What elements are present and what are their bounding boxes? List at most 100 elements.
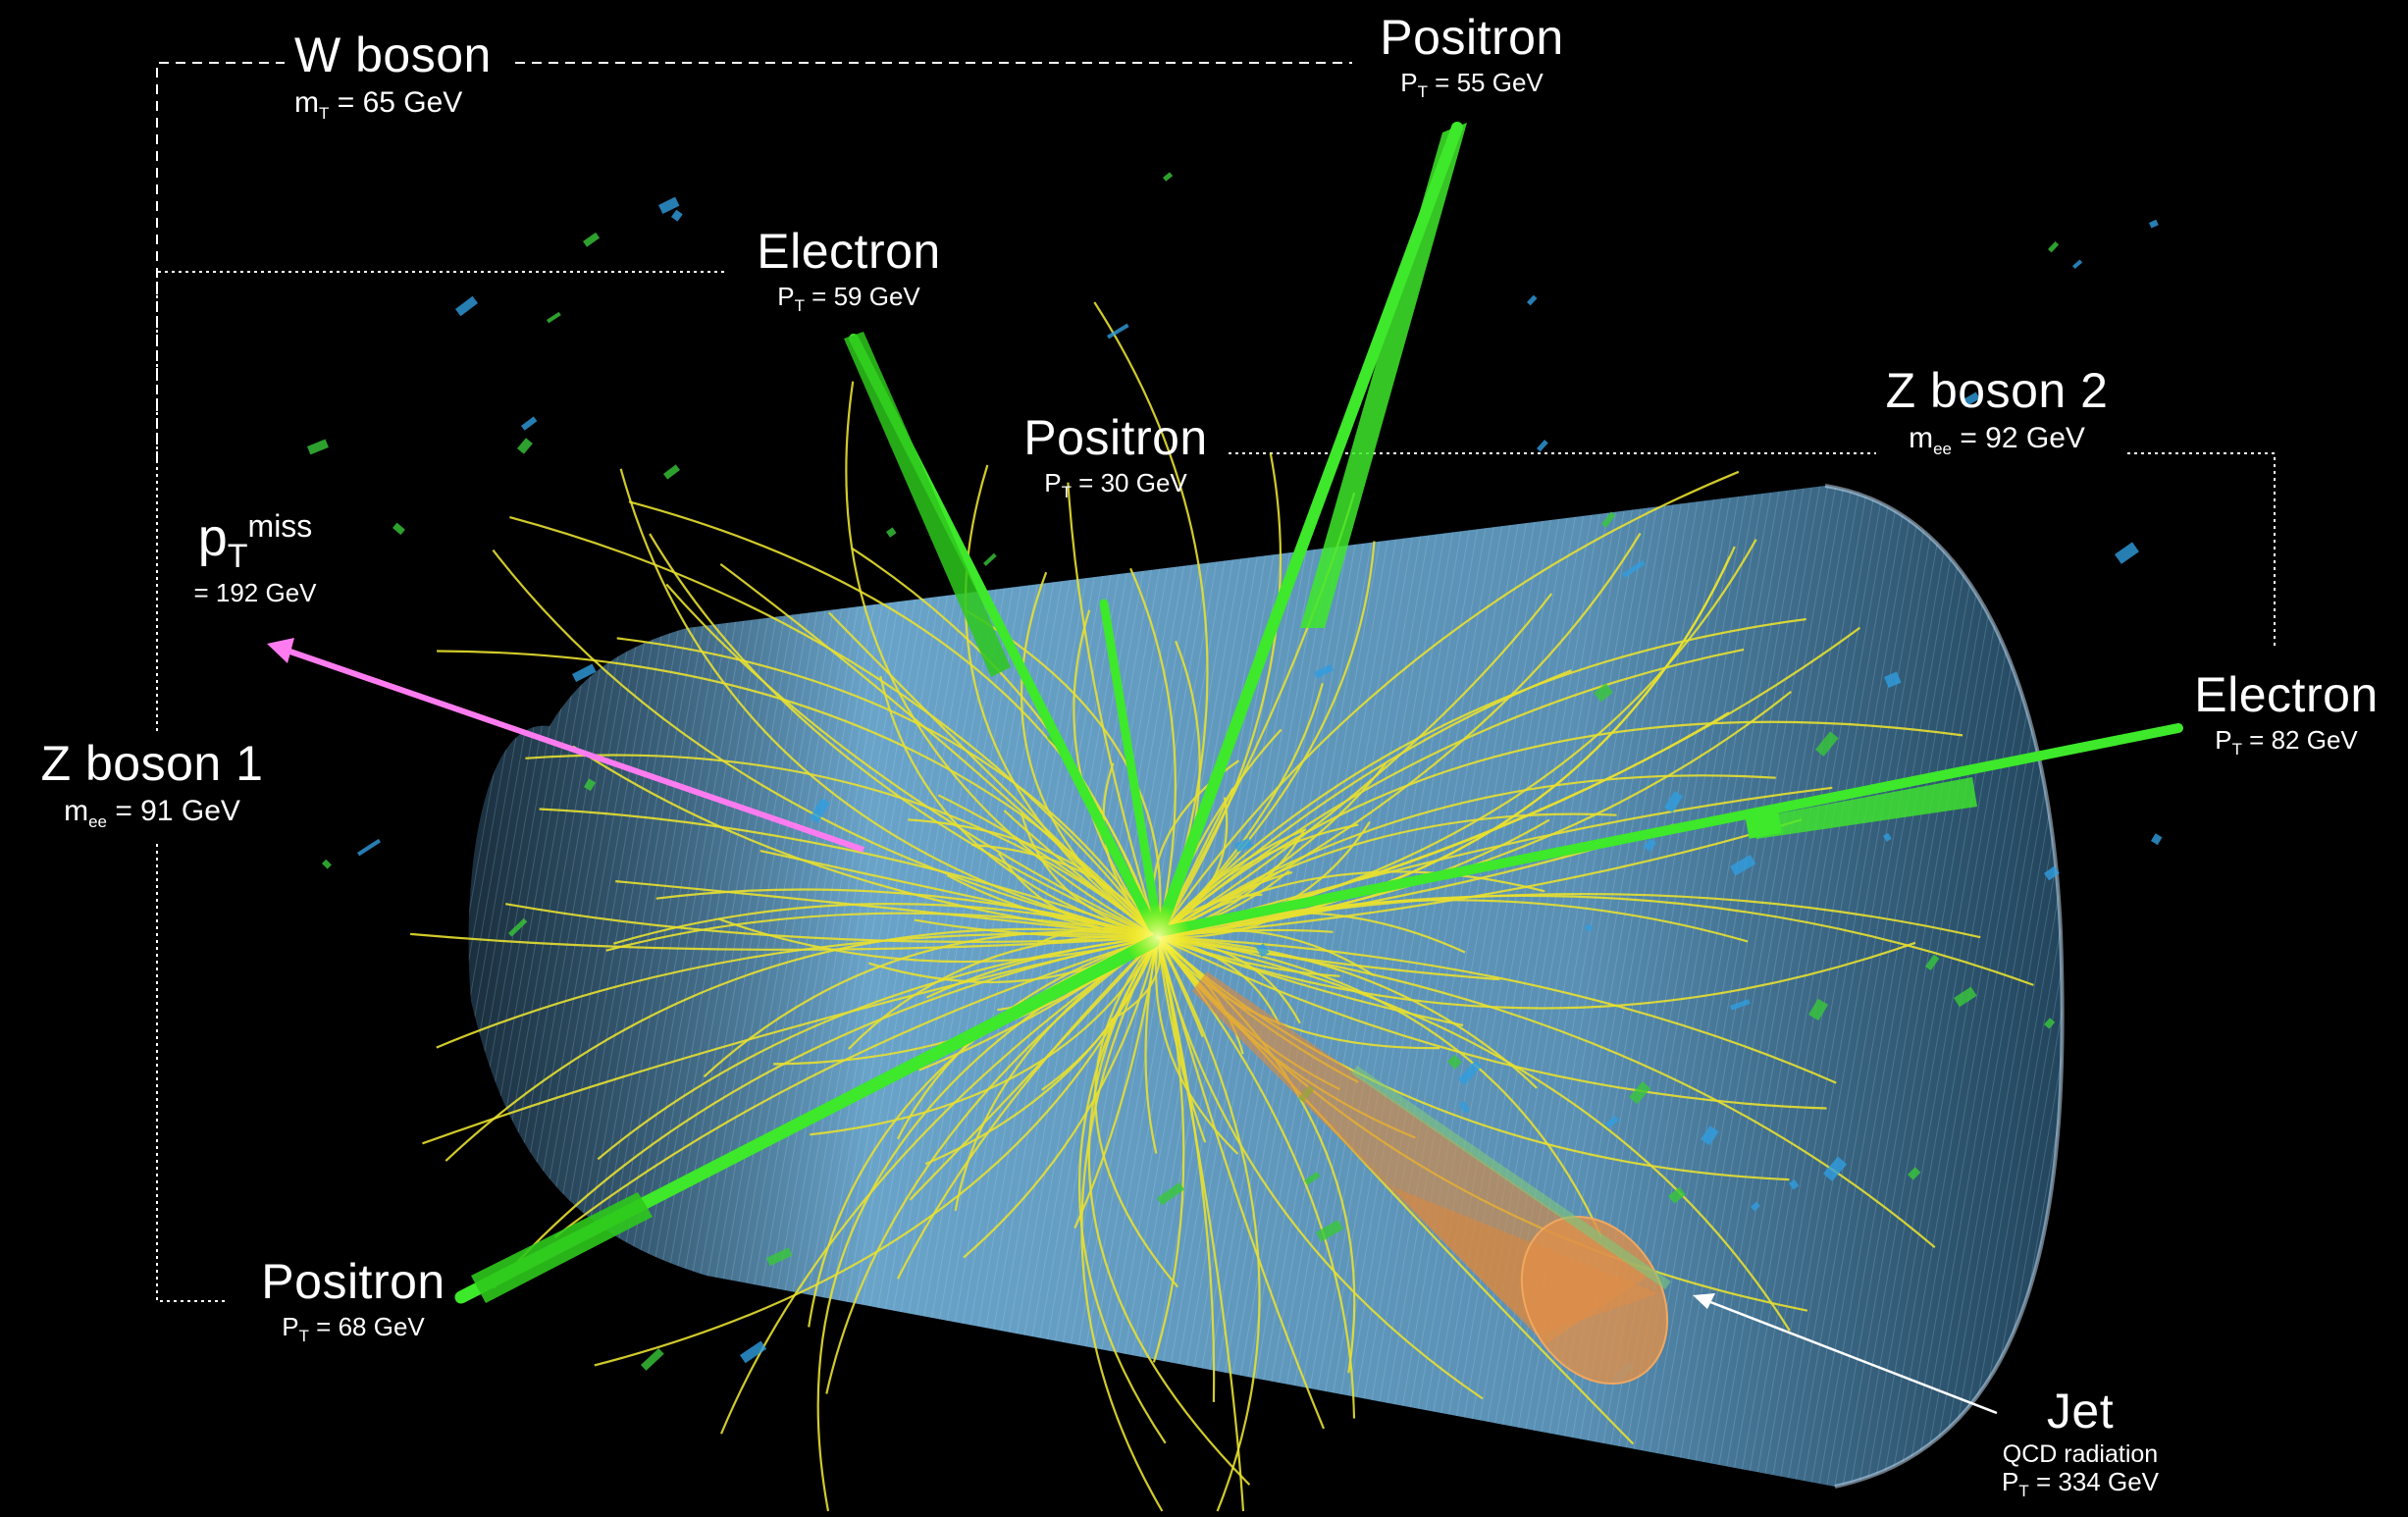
charged-track — [619, 468, 1159, 939]
charged-track — [1129, 567, 1177, 938]
charged-track — [879, 675, 1159, 939]
positron-top-tower — [1300, 123, 1467, 628]
calorimeter-hit — [983, 552, 997, 566]
calorimeter-hit — [1163, 172, 1174, 182]
charged-track — [1157, 935, 1603, 1238]
calorimeter-hit — [2044, 1018, 2056, 1029]
calorimeter-hit — [1458, 1060, 1483, 1086]
calorimeter-hit — [1107, 323, 1129, 340]
pt-miss-label: pTmiss = 192 GeV — [167, 508, 343, 607]
electron-right-tower — [1747, 777, 1977, 839]
electron-right-pt: PT = 82 GeV — [2215, 724, 2358, 758]
positron-mid-track — [1099, 599, 1163, 932]
charged-track — [616, 637, 1159, 938]
calorimeter-hit — [671, 209, 683, 222]
charged-track — [615, 880, 1159, 939]
z-boson-1-title: Z boson 1 — [40, 736, 264, 791]
calorimeter-hit — [1962, 392, 1980, 407]
calorimeter-hit — [1622, 560, 1646, 579]
calorimeter-hit — [517, 438, 533, 454]
charged-track — [1157, 894, 2034, 986]
electron-right-title: Electron — [2194, 667, 2379, 722]
positron-top-label: Positron PT = 55 GeV — [1374, 12, 1570, 101]
calorimeter-hit — [1600, 511, 1616, 528]
charged-track — [1157, 593, 1553, 938]
charged-track — [896, 936, 1159, 1280]
calorimeter-hit — [1730, 999, 1751, 1011]
calorimeter-hit — [1668, 1186, 1686, 1204]
pt-miss-symbol: pTmiss — [197, 508, 313, 575]
calorimeter-hit — [1664, 791, 1684, 813]
electron-right-label: Electron PT = 82 GeV — [2183, 669, 2389, 758]
calorimeter-hit — [521, 416, 538, 431]
calorimeter-hit — [2115, 542, 2139, 564]
charged-track — [553, 935, 1159, 1238]
electron-top-tower — [844, 332, 1011, 677]
jet-label: Jet QCD radiation PT = 334 GeV — [1982, 1386, 2178, 1500]
lepton-tracks — [454, 122, 2183, 1304]
electron-top-pt: PT = 59 GeV — [777, 281, 920, 315]
charged-track — [1157, 935, 1538, 1089]
calorimeter-hit — [810, 798, 830, 823]
z-boson-2-mass: mee = 92 GeV — [1909, 421, 2085, 458]
calorimeter-hit — [508, 917, 528, 937]
positron-mid-pt: PT = 30 GeV — [1044, 467, 1187, 501]
charged-track — [845, 381, 1159, 938]
z-boson-2-connector — [1229, 452, 2276, 648]
calorimeter-hit — [321, 859, 332, 869]
calorimeter-hit — [1953, 986, 1977, 1008]
calorimeter-hit — [765, 1247, 793, 1267]
charged-track — [1157, 774, 1776, 938]
calorimeter-hit — [1907, 1167, 1921, 1180]
calorimeter-hit — [583, 232, 601, 247]
positron-bottom-label: Positron PT = 68 GeV — [250, 1256, 456, 1345]
calorimeter-hit — [1815, 731, 1839, 757]
charged-track — [963, 936, 1160, 1259]
charged-track — [1157, 555, 1731, 939]
charged-track — [1156, 936, 1216, 1402]
electron-right-track — [1153, 723, 2183, 937]
calorimeter-hit — [641, 1347, 664, 1371]
charged-track — [810, 936, 1159, 1136]
charged-track — [492, 549, 1159, 939]
calorimeter-hit — [1314, 663, 1335, 679]
charged-track — [1156, 936, 1245, 1512]
calorimeter-hit — [2151, 833, 2163, 846]
electron-top-label: Electron PT = 59 GeV — [751, 226, 947, 315]
calorimeter-hit — [572, 663, 597, 683]
calorimeter-hit — [1925, 954, 1940, 971]
charged-track — [937, 794, 1159, 938]
charged-track — [719, 936, 1159, 1435]
jet-desc: QCD radiation — [2002, 1439, 2159, 1468]
charged-track — [825, 936, 1159, 1394]
charged-track — [1157, 935, 1837, 1084]
positron-top-pt: PT = 55 GeV — [1400, 67, 1544, 101]
charged-track — [1157, 470, 1740, 938]
calorimeter-hit — [1823, 1156, 1848, 1181]
jet-title: Jet — [2046, 1384, 2115, 1439]
calorimeter-hit — [1628, 1081, 1651, 1105]
charged-track — [964, 464, 1159, 938]
calorimeter-hit — [1157, 1181, 1185, 1206]
calorimeter-hit — [2149, 219, 2159, 229]
positron-bottom-tower — [471, 1192, 653, 1303]
charged-track — [525, 754, 1159, 938]
charged-track — [703, 930, 1159, 1078]
calorimeter-hit — [2048, 240, 2060, 253]
jet-pointer-arrow — [1693, 1293, 1998, 1415]
calorimeter-hit — [583, 778, 597, 792]
w-boson-mass: mT = 65 GeV — [294, 85, 463, 123]
charged-track — [851, 547, 1160, 938]
charged-track — [509, 516, 1159, 938]
calorimeter-hit — [2071, 259, 2083, 270]
calorimeter-hit — [1789, 1178, 1800, 1190]
charged-track — [965, 609, 1162, 938]
charged-track — [1156, 936, 1484, 1400]
charged-track — [1157, 452, 1283, 938]
calorimeter-hit — [1883, 832, 1892, 842]
connector-lines — [156, 62, 2276, 1302]
charged-track — [1157, 936, 1261, 1512]
charged-track — [1157, 720, 1963, 938]
calorimeter-hit — [1593, 683, 1613, 703]
